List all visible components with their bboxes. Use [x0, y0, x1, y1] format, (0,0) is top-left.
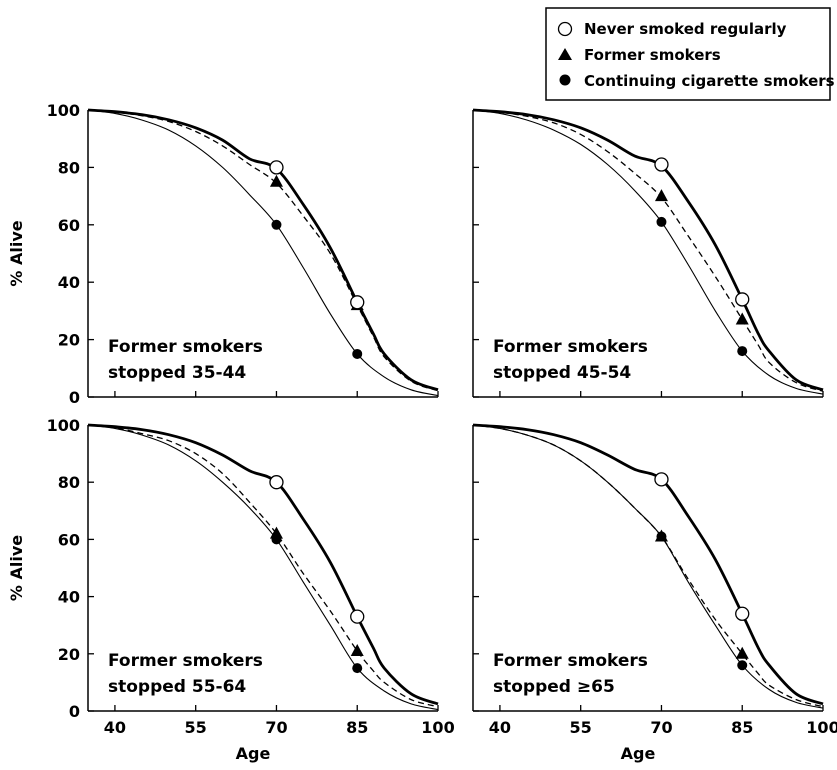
- marker-former-smokers: [735, 312, 749, 325]
- series-line-continuing-cigarette-smokers: [87, 424, 439, 711]
- marker-continuing-smokers: [737, 346, 748, 357]
- legend-continuing-smokers-label: Continuing cigarette smokers: [584, 72, 835, 90]
- legend-never-smoked-label: Never smoked regularly: [584, 20, 787, 38]
- marker-never-smoked: [735, 292, 750, 307]
- marker-continuing-smokers: [656, 216, 667, 227]
- marker-former-smokers: [269, 174, 283, 187]
- marker-continuing-smokers: [352, 348, 363, 359]
- marker-former-smokers: [654, 189, 668, 202]
- panel-label-line: Former smokers: [108, 651, 263, 671]
- marker-continuing-smokers: [271, 219, 282, 230]
- panel-label-line: Former smokers: [493, 651, 648, 671]
- y-tick-label: 60: [58, 216, 80, 235]
- x-axis-title: Age: [621, 744, 656, 763]
- x-tick-label: 40: [489, 718, 511, 737]
- x-tick-label: 85: [731, 718, 753, 737]
- legend-former-smokers-label: Former smokers: [584, 46, 721, 64]
- y-tick-label: 100: [47, 101, 80, 120]
- panel-label-line: Former smokers: [493, 337, 648, 357]
- series-line-former-smokers: [87, 109, 439, 392]
- series-line-continuing-cigarette-smokers: [472, 424, 824, 709]
- y-tick-label: 40: [58, 273, 80, 292]
- marker-former-smokers: [654, 529, 668, 542]
- x-tick-label: 100: [421, 718, 454, 737]
- marker-never-smoked: [350, 609, 365, 624]
- marker-never-smoked: [735, 606, 750, 621]
- y-tick-label: 100: [47, 416, 80, 435]
- panel-3: 0 20 40 60 80 100 40 55 70 85 100 % Alive Age Former …: [7, 416, 455, 763]
- marker-former-smokers: [350, 643, 364, 656]
- panel-label-line: Former smokers: [108, 337, 263, 357]
- panel-label-line: stopped ≥65: [493, 677, 615, 697]
- panel-4: 40 55 70 85 100 Age Former smokers stopped ≥65: [472, 423, 837, 763]
- legend-continuing-smokers-marker: [559, 74, 571, 86]
- legend-former-smokers-marker: [558, 48, 572, 60]
- panel-1: 0 20 40 60 80 100 % Alive Former smokers stopped…: [7, 101, 439, 407]
- y-tick-label: 80: [58, 473, 80, 492]
- y-tick-label: 40: [58, 588, 80, 607]
- x-tick-label: 85: [346, 718, 368, 737]
- y-axis-title: % Alive: [7, 220, 26, 286]
- marker-never-smoked: [654, 472, 669, 487]
- legend-never-smoked-marker: [557, 21, 573, 37]
- marker-continuing-smokers: [737, 660, 748, 671]
- marker-continuing-smokers: [352, 663, 363, 674]
- marker-never-smoked: [654, 157, 669, 172]
- y-tick-label: 0: [69, 702, 80, 721]
- legend: Never smoked regularly Former smokers Co…: [545, 7, 835, 101]
- marker-never-smoked: [269, 160, 284, 175]
- marker-former-smokers: [269, 526, 283, 539]
- panel-label-line: stopped 55-64: [108, 677, 246, 697]
- panel-2: Former smokers stopped 45-54: [472, 108, 824, 398]
- marker-former-smokers: [735, 646, 749, 659]
- y-tick-label: 80: [58, 158, 80, 177]
- x-tick-label: 55: [570, 718, 592, 737]
- marker-never-smoked: [350, 295, 365, 310]
- x-tick-label: 100: [806, 718, 837, 737]
- x-tick-label: 70: [650, 718, 672, 737]
- panel-label-line: stopped 45-54: [493, 363, 631, 383]
- series-line-former-smokers: [87, 424, 439, 708]
- x-tick-label: 70: [265, 718, 287, 737]
- series-line-continuing-cigarette-smokers: [87, 109, 439, 397]
- y-tick-label: 60: [58, 530, 80, 549]
- panel-label-line: stopped 35-44: [108, 363, 246, 383]
- y-axis-title: % Alive: [7, 535, 26, 601]
- y-tick-label: 20: [58, 645, 80, 664]
- y-tick-label: 0: [69, 388, 80, 407]
- x-tick-label: 40: [104, 718, 126, 737]
- marker-never-smoked: [269, 475, 284, 490]
- series-line-continuing-cigarette-smokers: [472, 109, 824, 395]
- x-tick-label: 55: [185, 718, 207, 737]
- y-tick-label: 20: [58, 331, 80, 350]
- x-axis-title: Age: [236, 744, 271, 763]
- legend-box: [545, 7, 831, 101]
